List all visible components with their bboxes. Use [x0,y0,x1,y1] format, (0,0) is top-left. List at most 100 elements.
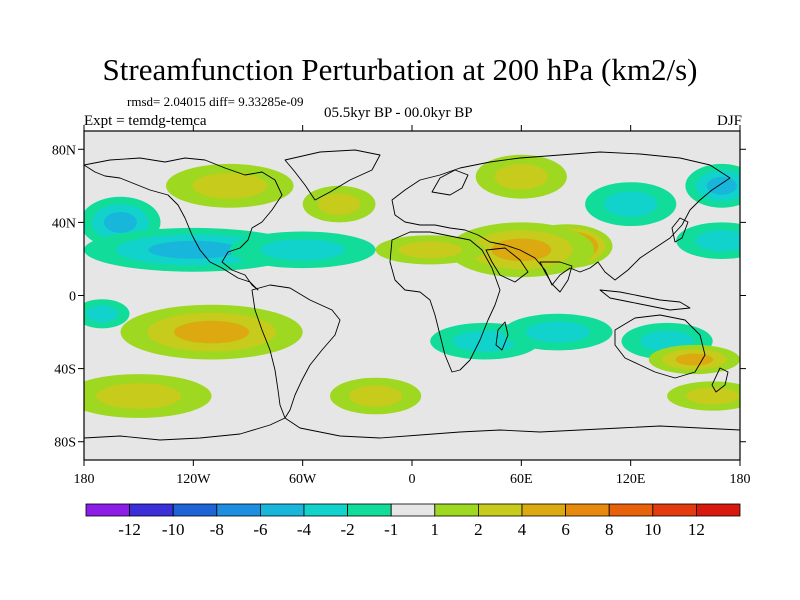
coastline-india [539,261,573,293]
coastline-japan [671,217,689,243]
anomaly-center [84,227,303,272]
y-tick-label: 40N [52,216,76,231]
anomaly-center [166,163,294,208]
stats-line: rmsd= 2.04015 diff= 9.33285e-09 [127,94,304,109]
colorbar-label: -12 [118,520,141,539]
colorbar-label: 6 [561,520,570,539]
colorbar-label: 4 [518,520,527,539]
colorbar-box [696,503,741,517]
colorbar-box [652,503,697,517]
coastline-north-america [84,157,283,291]
colorbar-box [608,503,654,517]
coastline-australia [614,314,706,379]
colorbar-box [85,503,130,517]
x-tick-label: 0 [409,472,416,487]
x-tick-label: 60W [289,472,317,487]
anomaly-contour [525,321,590,343]
colorbar-label: -8 [210,520,224,539]
period-label: 05.5kyr BP - 00.0kyr BP [324,105,473,121]
coastline-antarctica [84,417,740,441]
axis-ticks: 180 120W 60W 0 60E 120E 180 80N 40N 0 40S 80S [52,125,751,487]
anomaly-center [229,231,376,269]
colorbar-label: -10 [162,520,185,539]
anomaly-contour [349,385,403,407]
anomaly-center [503,313,613,351]
anomaly-contour [491,238,552,262]
colorbar-label: -1 [384,520,398,539]
anomaly-contour [148,240,239,259]
coastline-madagascar [495,321,509,351]
colorbar-box [216,503,261,517]
x-tick-label: 180 [74,472,95,487]
anomaly-contour [86,305,119,323]
anomaly-center [585,182,677,227]
anomaly-center [667,381,740,411]
x-tick-label: 120E [616,472,646,487]
anomaly-contour [398,241,463,259]
experiment-label: Expt = temdg-temca [84,113,207,129]
anomaly-center [375,235,485,265]
anomaly-contour [174,320,250,344]
x-tick-label: 120W [176,472,211,487]
anomaly-center [475,154,567,199]
y-tick-label: 80N [52,143,76,158]
colorbar-box [172,503,218,517]
colorbar-label: 10 [644,520,661,539]
anomaly-contour [192,173,267,199]
coastline-indonesia [599,289,691,311]
anomaly-contour [604,191,658,217]
colorbar-box [434,503,479,517]
coastline-new-zealand [711,367,729,393]
colorbar-label: -6 [253,520,267,539]
coastline-eurasia [391,151,731,286]
x-tick-label: 60E [510,472,533,487]
colorbar-label: -4 [297,520,312,539]
anomaly-center [685,163,740,208]
anomaly-contour [103,211,137,233]
anomaly-fields [84,154,740,418]
anomaly-contour [96,383,182,409]
y-tick-label: 40S [54,363,76,378]
coastline-scandinavia [431,169,469,196]
season-label: DJF [716,113,742,129]
anomaly-contour [675,353,714,366]
y-tick-label: 80S [54,436,76,451]
anomaly-contour [695,230,740,252]
colorbar-label: 12 [688,520,705,539]
colorbar-box [259,503,305,517]
coastline-greenland [284,149,381,201]
colorbar-label: 8 [605,520,614,539]
colorbar-label: 1 [431,520,440,539]
colorbar: -12 -10 -8 -6 -4 -2 -1 1 2 4 6 8 10 12 [85,503,741,539]
x-tick-label: 180 [730,472,751,487]
anomaly-center [330,377,422,415]
coastline-africa [389,231,501,373]
colorbar-box [347,503,392,517]
colorbar-label: -2 [341,520,355,539]
anomaly-center [120,304,303,360]
anomaly-center [84,374,212,418]
coastlines [84,149,740,441]
coastline-south-america [251,284,341,419]
colorbar-box [390,503,436,517]
anomaly-contour [686,387,740,405]
anomaly-contour [706,176,737,195]
colorbar-box [521,503,566,517]
colorbar-box [303,503,348,517]
anomaly-contour [317,193,361,215]
colorbar-label: 2 [474,520,483,539]
anomaly-center [84,299,130,329]
anomaly-center [676,222,740,259]
colorbar-box [565,503,610,517]
coastline-arabia [485,247,529,283]
anomaly-contour [494,163,548,190]
map-layer [84,131,740,460]
anomaly-contour [453,330,517,352]
colorbar-box [477,503,523,517]
chart-title: Streamfunction Perturbation at 200 hPa (… [102,52,698,87]
anomaly-center [448,222,595,278]
colorbar-box [129,503,174,517]
anomaly-center [648,344,740,375]
